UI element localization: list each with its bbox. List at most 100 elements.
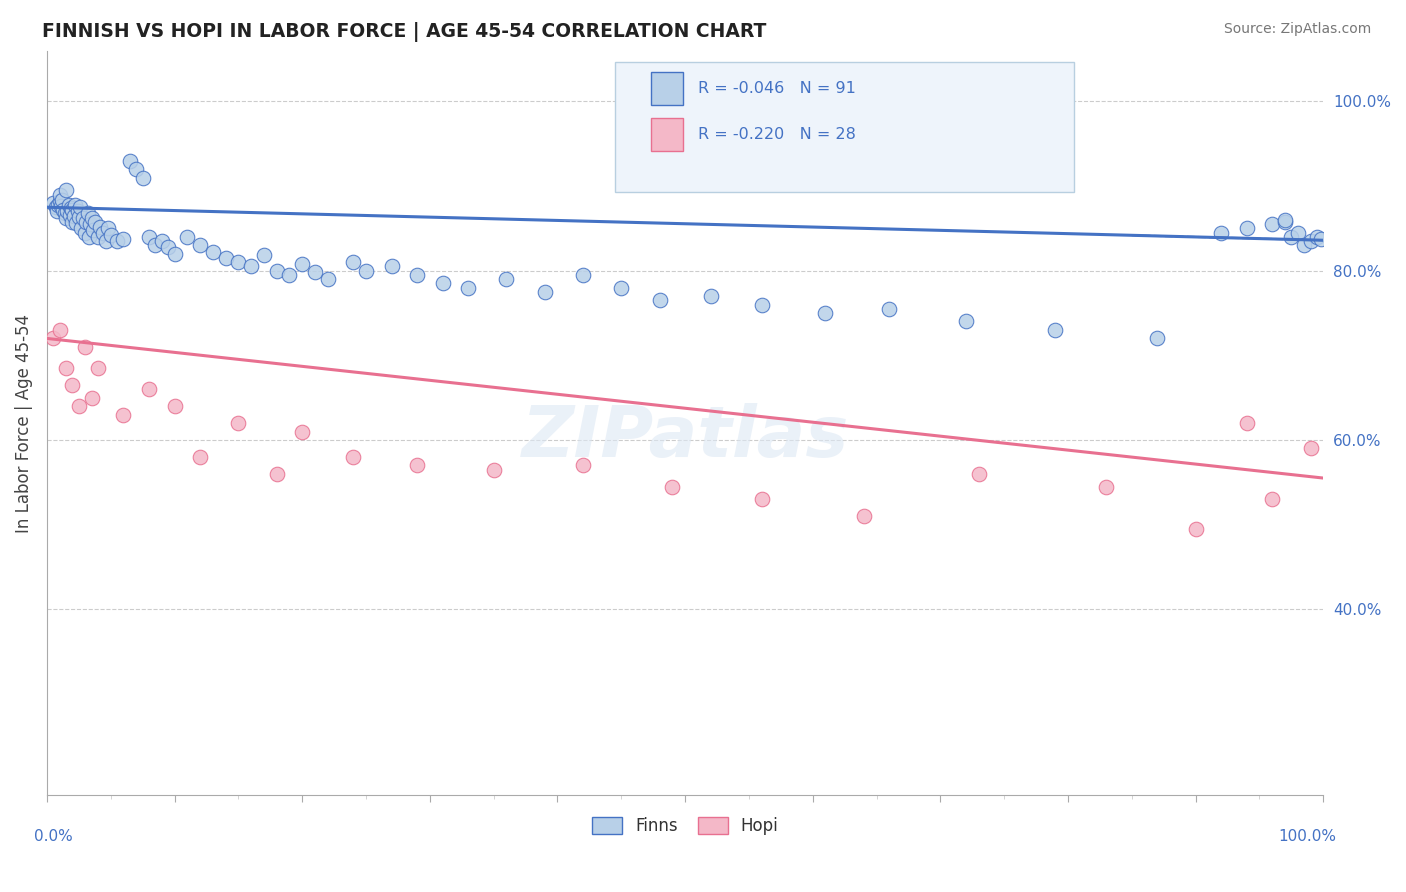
Point — [955, 314, 977, 328]
Point — [97, 221, 120, 235]
Legend: Finns, Hopi: Finns, Hopi — [592, 817, 779, 836]
Point — [1274, 213, 1296, 227]
Point — [266, 263, 288, 277]
Point — [100, 228, 122, 243]
Point — [406, 458, 429, 473]
Point — [75, 226, 97, 240]
Bar — [651, 118, 682, 152]
Point — [1299, 442, 1322, 456]
Point — [1095, 479, 1118, 493]
Point — [157, 240, 180, 254]
Point — [87, 230, 110, 244]
Point — [48, 187, 70, 202]
Point — [648, 293, 671, 308]
Point — [228, 416, 250, 430]
Text: 0.0%: 0.0% — [34, 829, 73, 844]
Point — [49, 199, 72, 213]
Point — [278, 268, 301, 282]
Point — [1261, 217, 1284, 231]
Point — [84, 214, 107, 228]
Point — [62, 214, 84, 228]
Point — [42, 331, 65, 345]
Point — [55, 361, 77, 376]
Point — [55, 211, 77, 226]
Point — [163, 247, 186, 261]
Point — [82, 223, 104, 237]
Point — [1279, 230, 1302, 244]
Point — [188, 238, 211, 252]
Text: 100.0%: 100.0% — [1278, 829, 1336, 844]
Point — [176, 230, 198, 244]
Point — [87, 361, 110, 376]
Point — [105, 234, 128, 248]
Point — [572, 458, 595, 473]
Point — [65, 216, 87, 230]
Point — [751, 297, 773, 311]
Point — [406, 268, 429, 282]
Point — [91, 226, 114, 240]
Point — [1306, 230, 1329, 244]
Point — [1261, 492, 1284, 507]
Point — [354, 263, 377, 277]
Point — [62, 209, 84, 223]
Point — [131, 170, 153, 185]
Point — [59, 208, 82, 222]
Point — [63, 197, 86, 211]
Point — [76, 206, 98, 220]
Point — [48, 197, 70, 211]
Point — [240, 260, 263, 274]
Point — [89, 219, 111, 234]
Bar — [651, 71, 682, 105]
Point — [495, 272, 517, 286]
Point — [145, 238, 167, 252]
Point — [342, 255, 364, 269]
Point — [1045, 323, 1067, 337]
Point — [70, 221, 93, 235]
Point — [58, 197, 80, 211]
Point — [482, 462, 505, 476]
Point — [814, 306, 837, 320]
Point — [201, 245, 224, 260]
Text: R = -0.220   N = 28: R = -0.220 N = 28 — [697, 127, 856, 142]
Y-axis label: In Labor Force | Age 45-54: In Labor Force | Age 45-54 — [15, 314, 32, 533]
Point — [77, 230, 100, 244]
Point — [1236, 221, 1258, 235]
Point — [94, 234, 117, 248]
Point — [879, 301, 901, 316]
Point — [304, 265, 326, 279]
Point — [291, 257, 314, 271]
Text: R = -0.046   N = 91: R = -0.046 N = 91 — [697, 81, 856, 95]
Point — [163, 399, 186, 413]
Point — [48, 194, 70, 209]
Point — [214, 251, 236, 265]
Point — [572, 268, 595, 282]
Point — [56, 204, 79, 219]
Point — [266, 467, 288, 481]
Point — [1274, 214, 1296, 228]
Point — [1309, 231, 1331, 245]
Point — [62, 378, 84, 392]
Point — [66, 204, 89, 219]
Point — [291, 425, 314, 439]
Point — [751, 492, 773, 507]
Point — [342, 450, 364, 464]
Point — [51, 193, 73, 207]
Point — [1184, 522, 1206, 536]
Point — [52, 202, 75, 217]
Text: FINNISH VS HOPI IN LABOR FORCE | AGE 45-54 CORRELATION CHART: FINNISH VS HOPI IN LABOR FORCE | AGE 45-… — [42, 22, 766, 42]
Point — [1299, 234, 1322, 248]
Point — [188, 450, 211, 464]
Point — [457, 280, 479, 294]
Point — [150, 234, 173, 248]
Point — [112, 408, 135, 422]
Point — [138, 230, 160, 244]
Point — [42, 196, 65, 211]
FancyBboxPatch shape — [614, 62, 1074, 192]
Point — [533, 285, 555, 299]
Point — [46, 204, 69, 219]
Point — [253, 248, 276, 262]
Point — [852, 509, 875, 524]
Point — [112, 231, 135, 245]
Point — [432, 277, 454, 291]
Point — [118, 153, 141, 168]
